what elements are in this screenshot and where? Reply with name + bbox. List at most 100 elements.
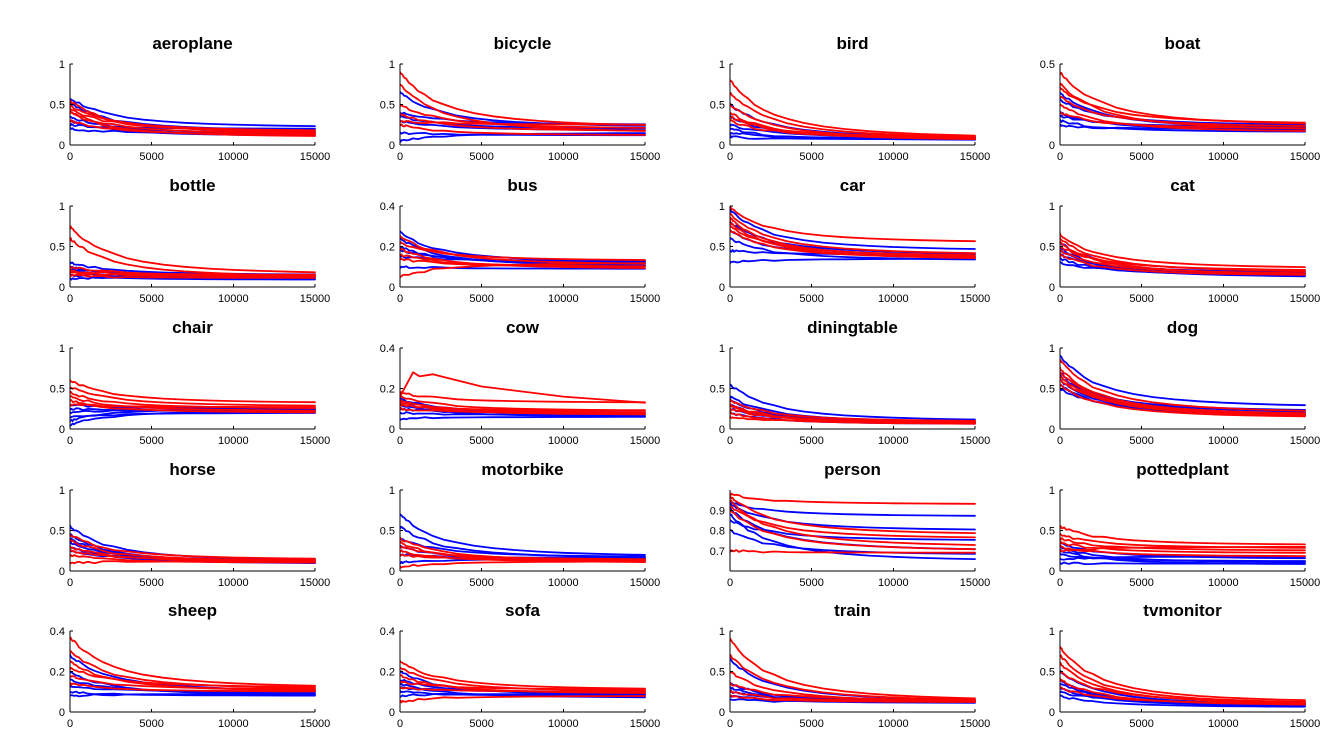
series-line-red <box>730 496 976 534</box>
series-line-red <box>400 241 646 261</box>
panel-title: boat <box>1165 34 1201 53</box>
y-tick-label: 1 <box>1049 626 1055 638</box>
y-tick-label: 1 <box>59 485 65 497</box>
y-tick-label: 0.5 <box>380 526 395 538</box>
series-line-red <box>70 675 316 691</box>
y-tick-label: 0 <box>719 707 725 719</box>
panel-title: car <box>840 176 866 195</box>
y-tick-label: 0.5 <box>710 100 725 112</box>
y-tick-label: 0 <box>1049 282 1055 294</box>
x-tick-label: 0 <box>727 293 733 305</box>
series-line-red <box>70 533 316 560</box>
x-tick-label: 15000 <box>1290 435 1321 447</box>
y-tick-label: 0 <box>1049 566 1055 578</box>
series-line-blue <box>70 693 316 698</box>
series-line-blue <box>70 98 316 127</box>
series-line-red <box>70 549 316 561</box>
x-tick-label: 10000 <box>218 435 249 447</box>
series-line-red <box>70 273 316 279</box>
series-line-red <box>1060 375 1306 417</box>
panel-title: dog <box>1167 318 1198 337</box>
panel-chair: 0 5000 10000 15000 0 0.5 1 chair <box>50 318 331 447</box>
x-tick-label: 10000 <box>1208 293 1239 305</box>
panel-title: bus <box>507 176 537 195</box>
x-tick-label: 0 <box>67 151 73 163</box>
y-tick-label: 0.2 <box>380 667 395 679</box>
series-line-red <box>70 119 316 136</box>
x-tick-label: 5000 <box>139 151 163 163</box>
series-line-red <box>730 499 976 546</box>
y-tick-label: 1 <box>719 59 725 71</box>
x-tick-label: 5000 <box>469 577 493 589</box>
x-tick-label: 15000 <box>630 435 661 447</box>
series-line-red <box>730 206 976 243</box>
y-tick-label: 0 <box>1049 424 1055 436</box>
panel-person: 0 5000 10000 15000 0.7 0.8 0.9 person <box>710 460 991 589</box>
series-line-red <box>70 394 316 412</box>
y-tick-label: 0 <box>719 140 725 152</box>
x-tick-label: 5000 <box>1129 435 1153 447</box>
y-tick-label: 0.4 <box>380 626 395 638</box>
series-line-red <box>400 407 646 414</box>
x-tick-label: 0 <box>67 718 73 730</box>
x-tick-label: 10000 <box>548 293 579 305</box>
series-line-red <box>400 545 646 561</box>
panel-series-bird <box>730 79 976 141</box>
series-line-red <box>400 680 646 691</box>
x-tick-label: 15000 <box>630 293 661 305</box>
series-line-blue <box>1060 118 1306 133</box>
series-line-red <box>1060 249 1306 275</box>
panel-title: pottedplant <box>1136 460 1229 479</box>
x-tick-label: 0 <box>1057 577 1063 589</box>
x-tick-label: 5000 <box>139 718 163 730</box>
y-tick-label: 0.5 <box>1040 384 1055 396</box>
x-tick-label: 15000 <box>300 151 331 163</box>
y-tick-label: 1 <box>59 201 65 213</box>
series-line-red <box>1060 103 1306 132</box>
series-line-red <box>1060 546 1306 553</box>
series-line-red <box>730 694 976 703</box>
panel-series-sheep <box>70 636 316 698</box>
x-tick-label: 10000 <box>548 151 579 163</box>
y-tick-label: 0.5 <box>710 242 725 254</box>
y-tick-label: 0.5 <box>50 100 65 112</box>
series-line-blue <box>730 135 976 141</box>
y-tick-label: 0.5 <box>50 526 65 538</box>
panel-series-bicycle <box>400 71 646 143</box>
series-line-red <box>400 123 646 136</box>
series-line-red <box>1060 245 1306 271</box>
series-line-red <box>400 71 646 126</box>
x-tick-label: 10000 <box>548 435 579 447</box>
y-tick-label: 0.8 <box>710 526 725 538</box>
series-line-red <box>400 103 646 129</box>
y-tick-label: 0.5 <box>50 384 65 396</box>
series-line-red <box>1060 670 1306 703</box>
panel-tvmonitor: 0 5000 10000 15000 0 0.5 1 tvmonitor <box>1040 601 1321 730</box>
series-line-red <box>400 257 646 268</box>
panel-title: cat <box>1170 176 1195 195</box>
panel-series-car <box>730 206 976 265</box>
series-line-red <box>730 116 976 138</box>
x-tick-label: 5000 <box>799 718 823 730</box>
series-line-red <box>70 554 316 564</box>
series-line-blue <box>400 537 646 558</box>
y-tick-label: 0.9 <box>710 505 725 517</box>
y-tick-label: 1 <box>389 59 395 71</box>
y-tick-label: 0.5 <box>380 100 395 112</box>
x-tick-label: 15000 <box>960 151 991 163</box>
series-line-red <box>70 666 316 688</box>
series-line-red <box>730 653 976 701</box>
panel-bus: 0 5000 10000 15000 0 0.2 0.4 bus <box>380 176 661 305</box>
y-tick-label: 0.4 <box>50 626 65 638</box>
x-tick-label: 5000 <box>1129 151 1153 163</box>
x-tick-label: 0 <box>727 577 733 589</box>
x-tick-label: 15000 <box>1290 293 1321 305</box>
series-line-red <box>730 549 976 554</box>
x-tick-label: 0 <box>397 577 403 589</box>
x-tick-label: 5000 <box>139 435 163 447</box>
panel-series-diningtable <box>730 383 976 425</box>
series-line-red <box>1060 95 1306 127</box>
x-tick-label: 0 <box>397 151 403 163</box>
panel-title: horse <box>169 460 215 479</box>
x-tick-label: 0 <box>1057 435 1063 447</box>
